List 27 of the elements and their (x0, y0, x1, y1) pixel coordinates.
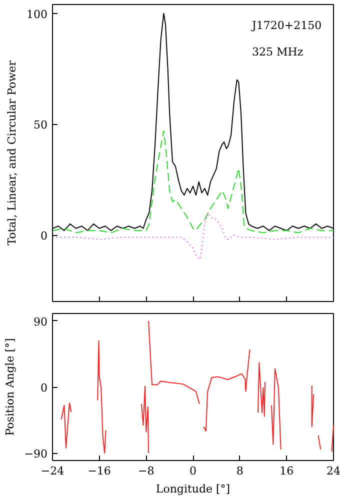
y-tick-label: 0 (40, 382, 48, 394)
line-series (140, 386, 150, 454)
x-tick-label: −16 (88, 464, 111, 478)
y-tick-label: 90 (34, 315, 48, 328)
x-tick-label: 0 (190, 464, 196, 478)
line-series (203, 349, 250, 432)
x-axis-title: Longitude [°] (156, 482, 230, 496)
line-series (52, 212, 334, 260)
line-series (257, 362, 266, 417)
line-series (97, 340, 106, 454)
annotation: J1720+2150 (251, 18, 322, 32)
x-tick-label: 24 (326, 464, 340, 478)
y-axis-title: Total, Linear, and Circular Power (6, 60, 19, 246)
y-tick-label: 100 (26, 8, 48, 21)
y-tick-label: −90 (24, 448, 48, 461)
y-tick-label: 50 (34, 118, 48, 132)
x-tick-label: −8 (138, 464, 154, 478)
x-tick-label: −24 (40, 464, 64, 478)
annotation: 325 MHz (252, 46, 304, 59)
x-tick-label: 16 (280, 464, 294, 478)
line-series (60, 402, 72, 449)
x-tick-label: 8 (236, 464, 244, 478)
line-series (148, 320, 200, 404)
y-tick-label: 0 (40, 230, 48, 243)
line-series (52, 130, 334, 234)
y-axis-title: Position Angle [°] (3, 338, 16, 436)
line-series (270, 368, 282, 450)
